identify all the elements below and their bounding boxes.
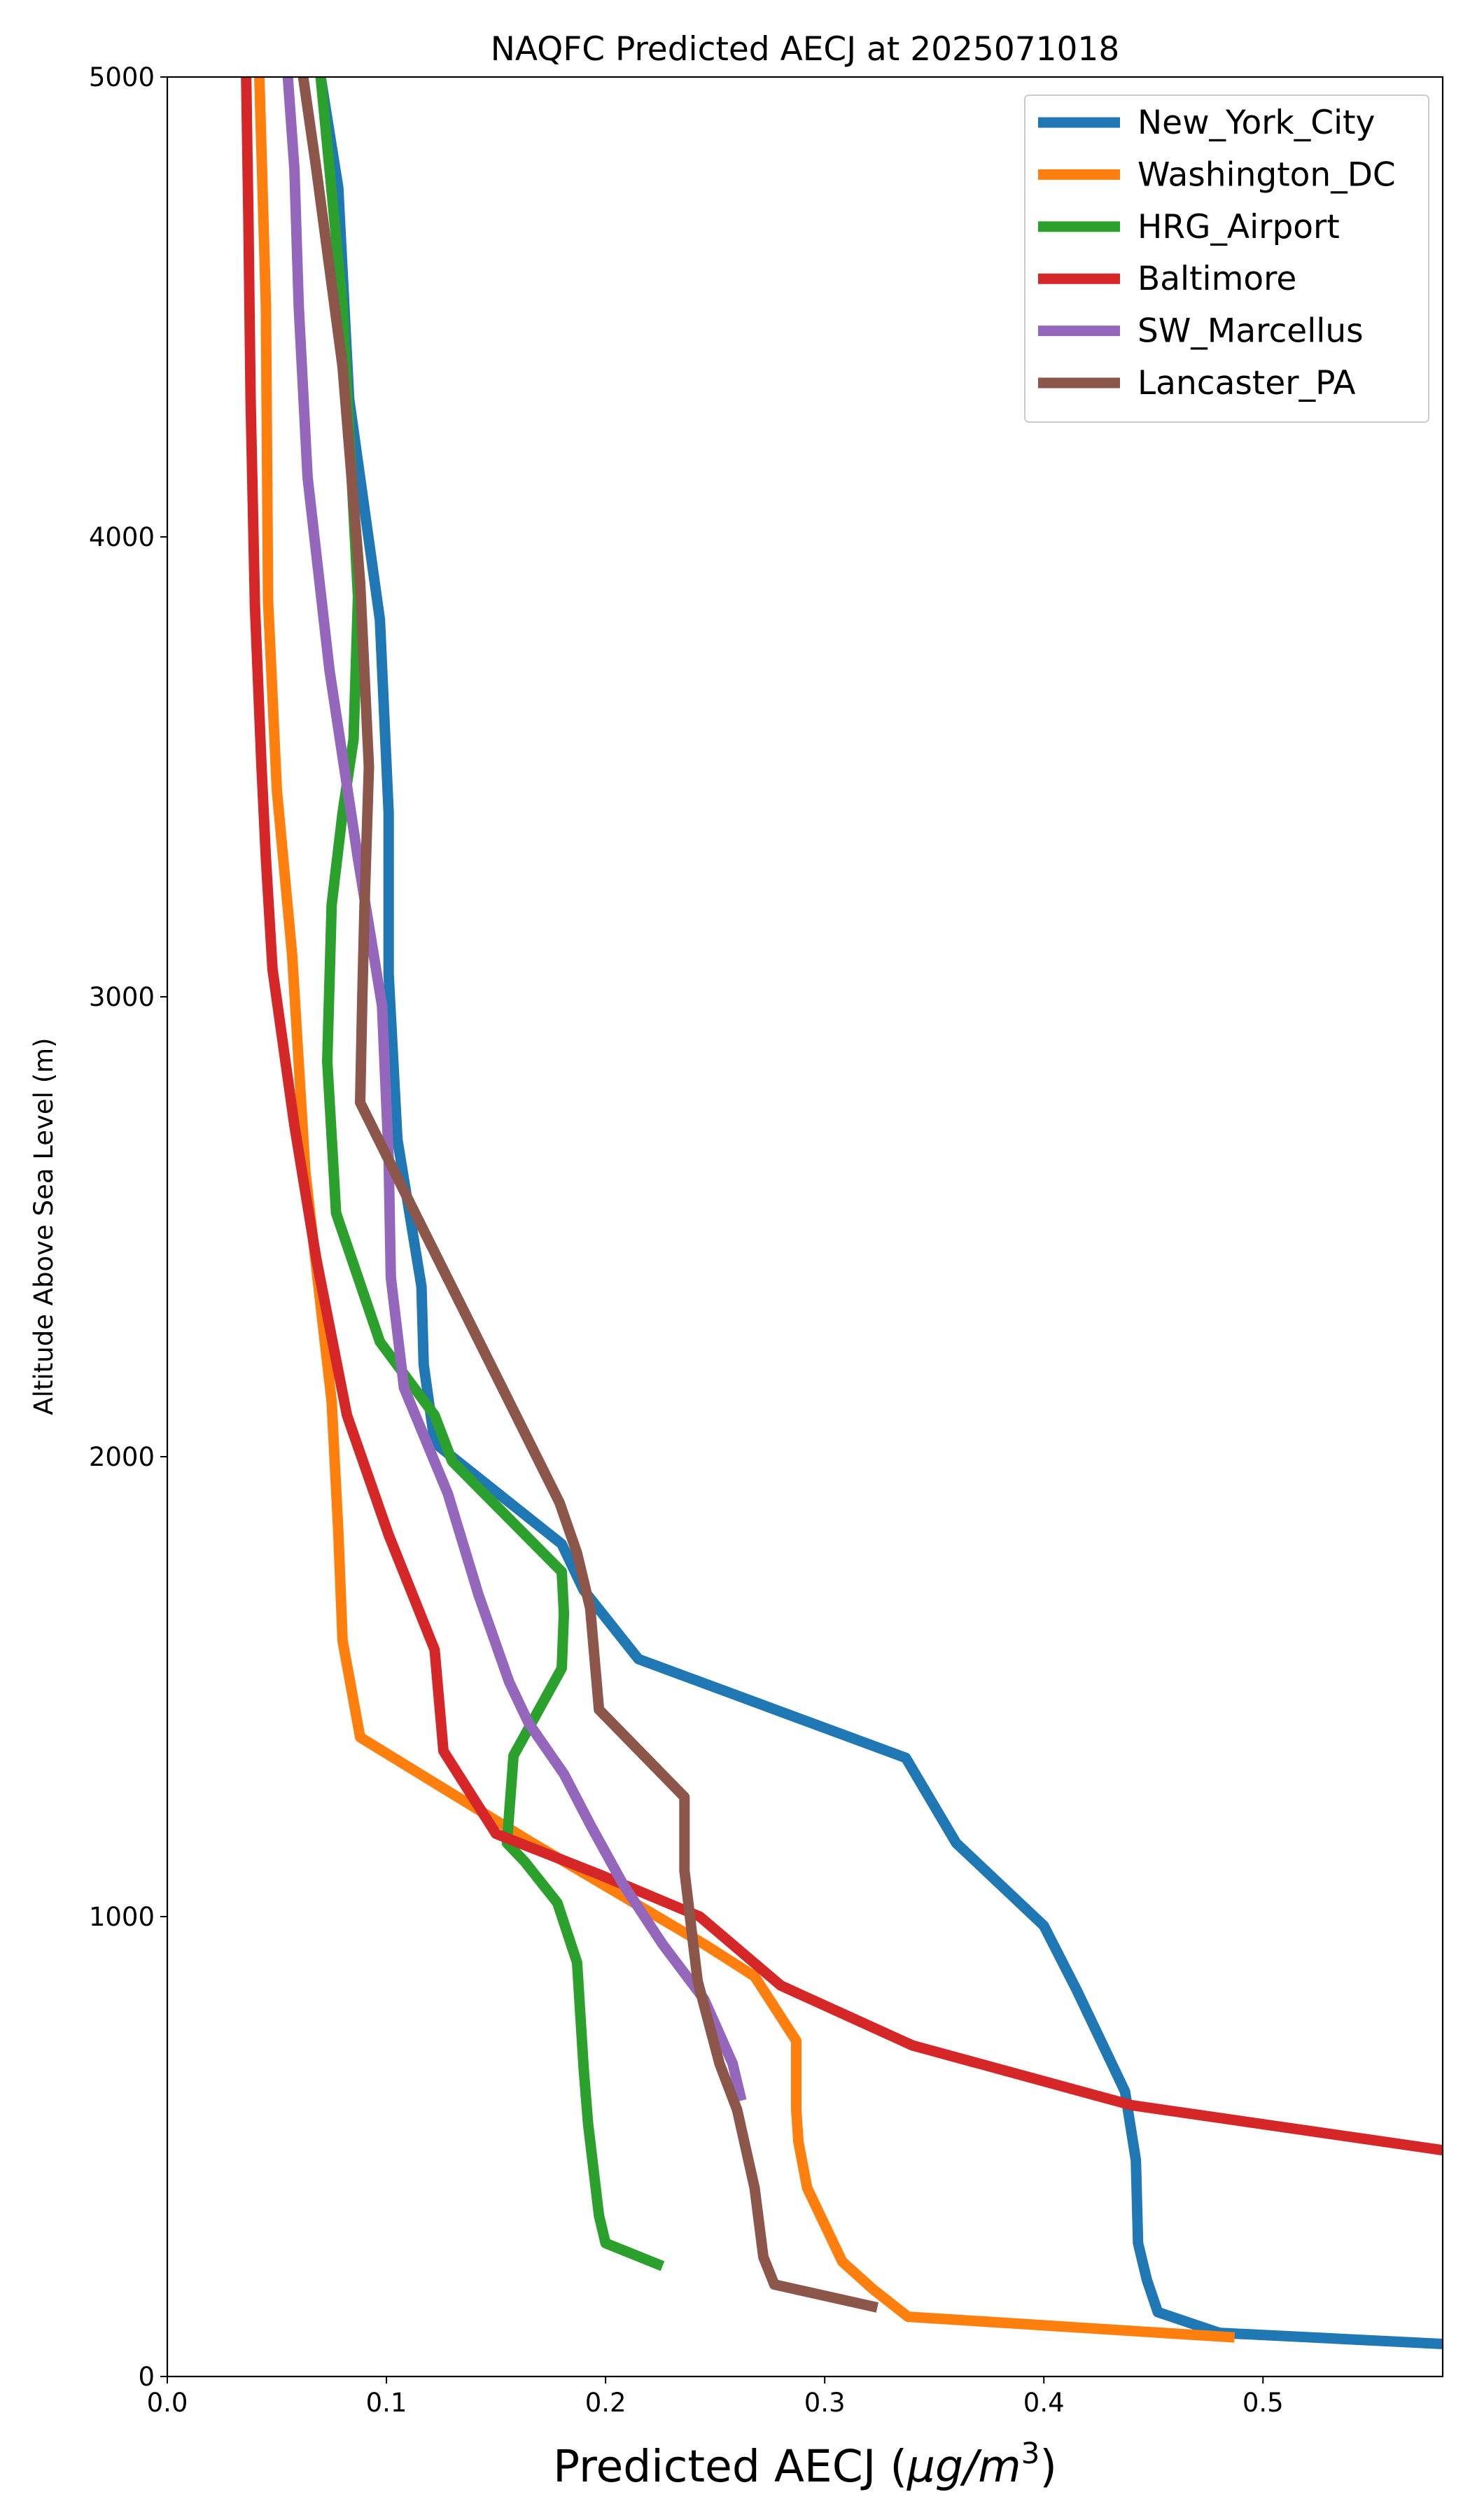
legend-frame <box>1024 94 1429 423</box>
series-line-sw-marcellus <box>282 77 747 2102</box>
chart-title: NAQFC Predicted AECJ at 2025071018 <box>491 30 1120 69</box>
x-axis: 0.0 0.1 0.2 0.3 0.4 0.5 <box>147 2376 1284 2418</box>
x-tick-label: 0.2 <box>585 2388 626 2418</box>
series-line-baltimore <box>241 77 1443 2156</box>
legend-label-lancaster-pa: Lancaster_PA <box>1138 364 1356 402</box>
series-line-new-york-city <box>315 77 1443 2350</box>
x-axis-label-close: ) <box>1040 2441 1057 2492</box>
y-tick-label: 0 <box>138 2362 155 2392</box>
legend: New_York_City Washington_DC HRG_Airport Bal… <box>1024 94 1429 423</box>
y-tick-label: 3000 <box>89 982 155 1012</box>
y-tick-label: 4000 <box>89 522 155 552</box>
series-line-lancaster-pa <box>298 77 878 2313</box>
series-layer <box>241 77 1443 2350</box>
x-tick-label: 0.0 <box>147 2388 188 2418</box>
x-tick-label: 0.5 <box>1242 2388 1284 2418</box>
x-axis-label: Predicted AECJ (μg/m3) <box>553 2436 1057 2492</box>
x-axis-label-unit: μg/m <box>906 2441 1021 2492</box>
x-axis-label-superscript: 3 <box>1021 2436 1040 2470</box>
x-axis-label-main: Predicted AECJ ( <box>553 2441 907 2492</box>
legend-label-hrg-airport: HRG_Airport <box>1138 208 1340 246</box>
legend-label-sw-marcellus: SW_Marcellus <box>1138 312 1364 351</box>
x-tick-label: 0.4 <box>1023 2388 1065 2418</box>
series-line-washington-dc <box>254 77 1236 2343</box>
y-axis-label: Altitude Above Sea Level (m) <box>29 1037 59 1415</box>
legend-label-washington-dc: Washington_DC <box>1138 155 1396 194</box>
series-line-hrg-airport <box>315 77 665 2272</box>
y-tick-label: 1000 <box>89 1902 155 1932</box>
x-tick-label: 0.1 <box>366 2388 407 2418</box>
y-tick-label: 2000 <box>89 1442 155 1472</box>
legend-label-new-york-city: New_York_City <box>1138 104 1375 142</box>
plot-frame <box>166 76 1444 2378</box>
y-axis: 0 1000 2000 3000 4000 5000 <box>89 62 167 2392</box>
x-tick-label: 0.3 <box>804 2388 846 2418</box>
legend-label-baltimore: Baltimore <box>1138 260 1296 298</box>
y-tick-label: 5000 <box>89 62 155 92</box>
